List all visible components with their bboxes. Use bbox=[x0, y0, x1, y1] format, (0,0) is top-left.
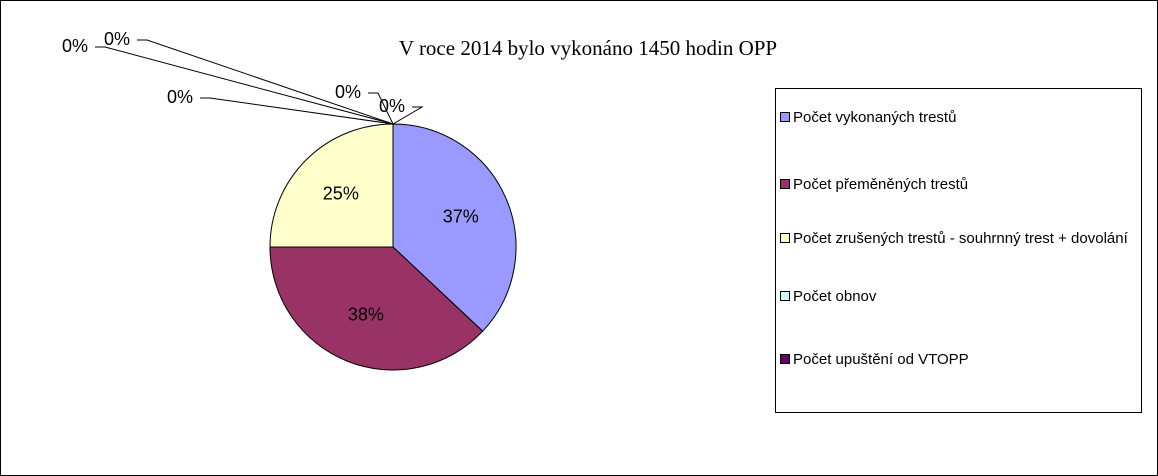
data-label: 25% bbox=[323, 184, 359, 204]
leader-line bbox=[137, 39, 394, 125]
legend-label: Počet přeměněných trestů bbox=[793, 176, 968, 193]
legend-swatch bbox=[780, 291, 790, 301]
leader-line bbox=[392, 106, 424, 125]
leader-line bbox=[95, 46, 394, 125]
legend-swatch bbox=[780, 112, 790, 122]
leader-line bbox=[200, 97, 394, 125]
legend-swatch bbox=[780, 354, 790, 364]
data-label: 0% bbox=[104, 29, 130, 49]
legend-label: Počet upuštění od VTOPP bbox=[793, 351, 969, 368]
legend-label: Počet zrušených trestů - souhrnný trest … bbox=[793, 230, 1129, 247]
legend-label: Počet vykonaných trestů bbox=[793, 109, 956, 126]
pie-slice bbox=[269, 246, 484, 371]
leader-line bbox=[368, 92, 394, 125]
legend-swatch bbox=[780, 179, 790, 189]
data-label: 37% bbox=[443, 206, 479, 226]
legend-swatch bbox=[780, 233, 790, 243]
chart-title: V roce 2014 bylo vykonáno 1450 hodin OPP bbox=[399, 36, 777, 60]
data-label: 38% bbox=[348, 304, 384, 324]
data-label: 0% bbox=[167, 87, 193, 107]
data-label: 0% bbox=[62, 36, 88, 56]
pie-slice bbox=[269, 123, 394, 248]
pie-slice bbox=[392, 123, 517, 332]
data-label: 0% bbox=[379, 96, 405, 116]
data-label: 0% bbox=[335, 82, 361, 102]
legend-label: Počet obnov bbox=[793, 288, 877, 305]
legend-box bbox=[775, 88, 1142, 413]
